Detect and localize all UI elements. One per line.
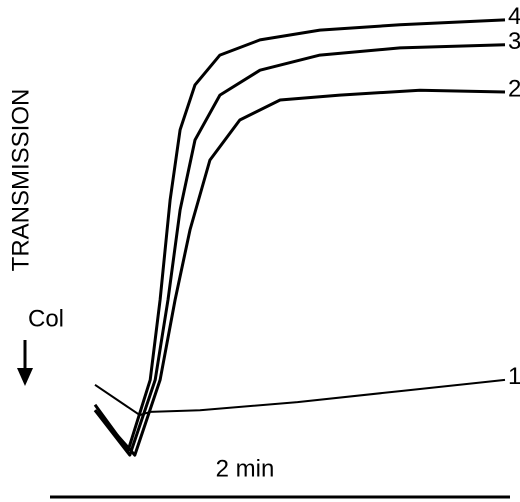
trace [93,43,506,457]
series-label: 1 [508,363,520,390]
trace [93,18,506,452]
series-label: 3 [508,28,520,55]
arrow [17,340,33,386]
trace [94,378,506,417]
scale-bar-label: 2 min [216,455,275,482]
y-axis-label: TRANSMISSION [7,89,34,272]
series-label: 4 [508,3,520,30]
trace [93,88,506,457]
annotation: Col [28,305,64,332]
series-label: 2 [508,75,520,102]
